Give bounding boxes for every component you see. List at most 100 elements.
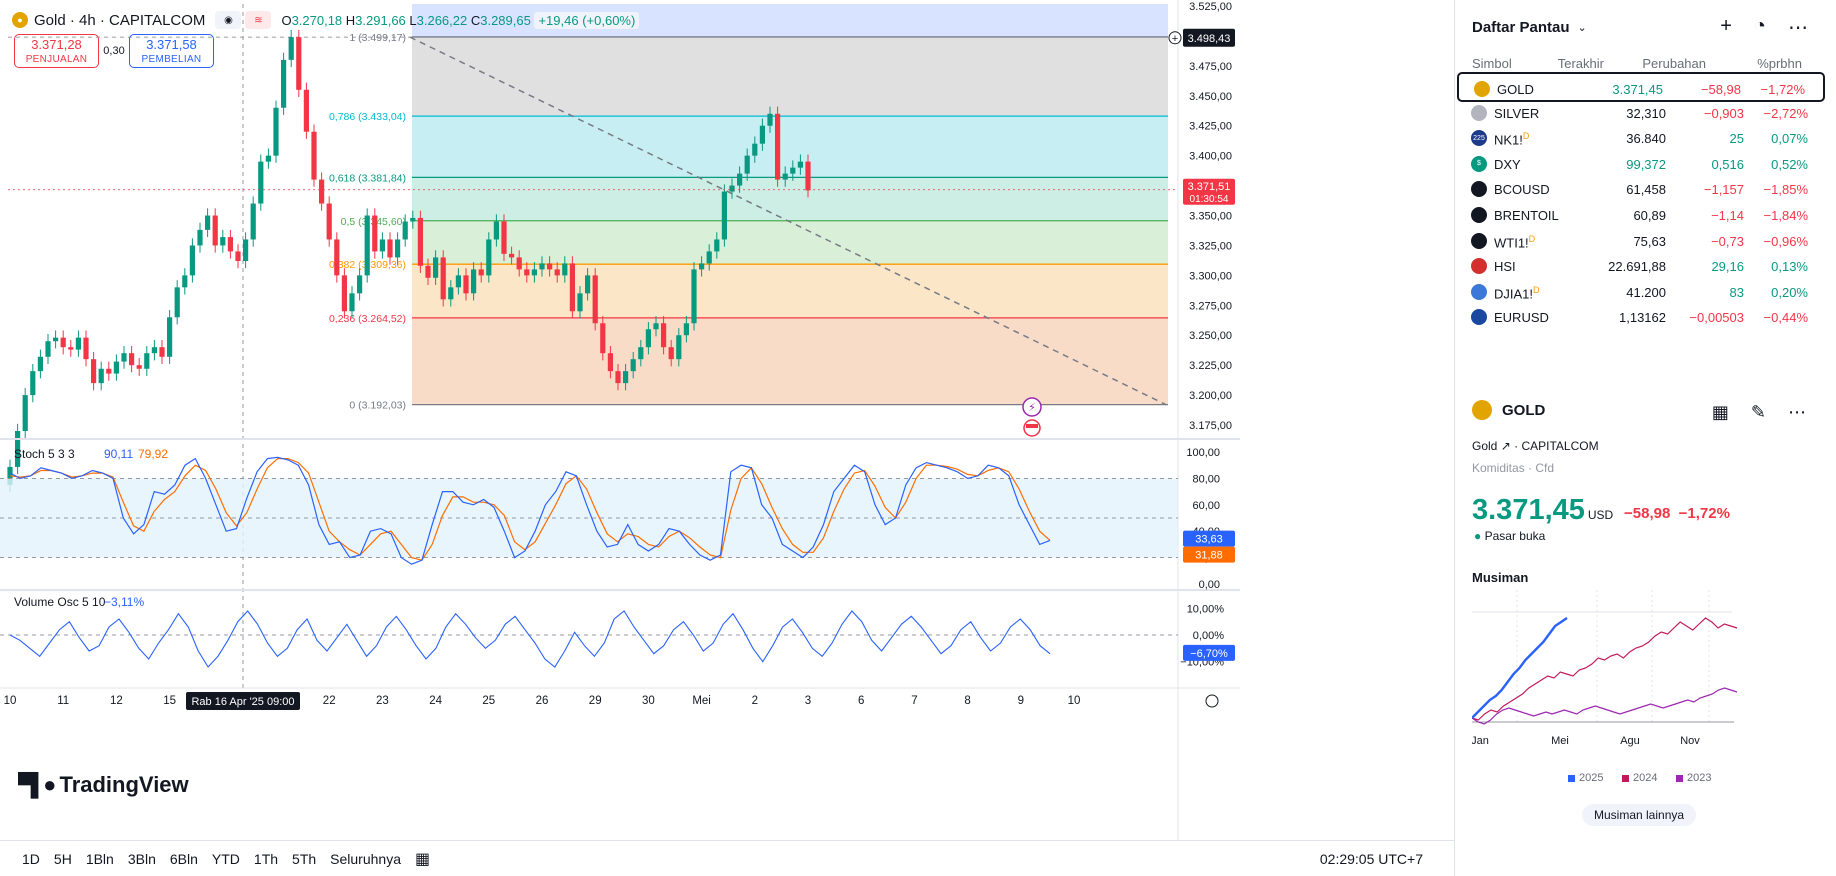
- time-label: 8: [964, 695, 970, 707]
- tf-5th[interactable]: 5Th: [292, 850, 317, 867]
- clock[interactable]: 02:29:05 UTC+7: [1319, 850, 1423, 867]
- candle-body: [372, 215, 378, 252]
- more-icon[interactable]: ⋯: [1788, 16, 1808, 39]
- candle-body: [790, 167, 796, 174]
- tf-1bln[interactable]: 1Bln: [85, 850, 114, 867]
- chevron-down-icon[interactable]: ⌄: [1577, 21, 1587, 34]
- pie-chart-icon[interactable]: ◔: [1753, 14, 1766, 37]
- row-symbol: SILVER: [1494, 106, 1539, 121]
- row-pct: −2,72%: [1763, 105, 1808, 121]
- candle-body: [83, 337, 89, 360]
- row-pct: 0,52%: [1771, 156, 1808, 172]
- buy-button[interactable]: 3.371,58 PEMBELIAN: [129, 34, 214, 68]
- watchlist-row[interactable]: GOLD 3.371,45 −58,98 −1,72%: [1457, 72, 1825, 102]
- time-label: 3: [805, 695, 811, 707]
- legend-2025: 2025: [1568, 772, 1603, 784]
- row-chg: −0,73: [1711, 233, 1744, 249]
- row-symbol: HSI: [1494, 259, 1516, 274]
- price-tick: 3.275,00: [1189, 300, 1232, 312]
- candle-body: [357, 275, 363, 294]
- watchlist-row[interactable]: $ DXY 99,372 0,516 0,52%: [1456, 149, 1826, 179]
- stoch-k-tag: [1183, 530, 1235, 547]
- symbol-title[interactable]: Gold · 4h · CAPITALCOM: [34, 11, 206, 29]
- tradingview-logo[interactable]: ▀▌● TradingView: [18, 772, 189, 798]
- watchlist-row[interactable]: DJIA1!D 41.200 83 0,20%: [1456, 277, 1826, 307]
- watchlist-row[interactable]: SILVER 32,310 −0,903 −2,72%: [1456, 98, 1826, 128]
- watchlist-row[interactable]: HSI 22.691,88 29,16 0,13%: [1456, 251, 1826, 281]
- tradingview-text: TradingView: [59, 772, 189, 797]
- add-symbol-icon[interactable]: +: [1720, 14, 1732, 37]
- time-label: 11: [57, 695, 69, 707]
- fib-label: 0 (3.192,03): [349, 400, 406, 412]
- tf-1d[interactable]: 1D: [22, 850, 40, 867]
- price-tick: 3.200,00: [1189, 390, 1232, 402]
- watchlist-row[interactable]: BRENTOIL 60,89 −1,14 −1,84%: [1456, 200, 1826, 230]
- time-label: 10: [1068, 695, 1081, 707]
- more-icon[interactable]: ⋯: [1788, 402, 1806, 422]
- us-flag-stripe: [1026, 424, 1038, 428]
- watchlist-row[interactable]: BCOUSD 61,458 −1,157 −1,85%: [1456, 174, 1826, 204]
- time-label: 24: [429, 695, 442, 707]
- watchlist-row[interactable]: WTI1!D 75,63 −0,73 −0,96%: [1456, 226, 1826, 256]
- symbol-logo-icon: [1474, 81, 1490, 97]
- candle-body: [402, 221, 408, 240]
- row-pct: 0,07%: [1771, 131, 1808, 147]
- col-pct[interactable]: %prbhn: [1757, 56, 1802, 71]
- watchlist-row[interactable]: EURUSD 1,13162 −0,00503 −0,44%: [1456, 302, 1826, 332]
- sell-button[interactable]: 3.371,28 PENJUALAN: [14, 34, 99, 68]
- candle-body: [539, 263, 545, 270]
- chart-area[interactable]: 1 (3.499,17) 0,786 (3.433,04) 0,618 (3.381…: [0, 0, 1455, 876]
- candle-body: [243, 239, 249, 262]
- fib-label: 0,618 (3.381,84): [329, 172, 406, 184]
- tf-all[interactable]: Seluruhnya: [330, 850, 401, 867]
- right-panel: Daftar Pantau ⌄ + ◔ ⋯ Simbol Terakhir Peru…: [1456, 0, 1836, 876]
- price-tick: 3.400,00: [1189, 151, 1232, 163]
- more-seasonals-button[interactable]: Musiman lainnya: [1582, 804, 1697, 826]
- wave-indicator-icon[interactable]: ≋: [245, 11, 272, 29]
- price-tick: 3.325,00: [1189, 240, 1232, 252]
- tf-5h[interactable]: 5H: [53, 850, 72, 867]
- row-symbol-text: DJIA1!: [1494, 286, 1534, 302]
- watchlist-row[interactable]: 225 NK1!D 36.840 25 0,07%: [1456, 123, 1826, 153]
- col-symbol[interactable]: Simbol: [1472, 56, 1512, 71]
- col-last[interactable]: Terakhir: [1557, 56, 1604, 71]
- market-status: ● Pasar buka: [1474, 529, 1546, 543]
- row-symbol: EURUSD: [1494, 310, 1549, 325]
- row-last: 1,13162: [1619, 310, 1666, 326]
- tf-1th[interactable]: 1Th: [253, 850, 279, 867]
- sell-price: 3.371,28: [31, 37, 82, 52]
- watchlist-title[interactable]: Daftar Pantau: [1472, 18, 1570, 36]
- candle-body: [341, 275, 347, 312]
- edit-icon[interactable]: ✎: [1750, 402, 1766, 422]
- row-symbol: NK1!D: [1494, 131, 1529, 147]
- seasonal-title: Musiman: [1472, 570, 1529, 585]
- row-symbol-text: SILVER: [1494, 105, 1540, 121]
- candle-body: [136, 365, 142, 369]
- candle-body: [455, 275, 461, 288]
- candle-body: [303, 89, 309, 132]
- date-range-icon[interactable]: ▦: [414, 850, 431, 868]
- external-link-icon[interactable]: ↗: [1500, 439, 1511, 453]
- detail-symbol[interactable]: GOLD: [1502, 401, 1546, 419]
- candle-body: [281, 59, 287, 108]
- candle-body: [600, 323, 606, 354]
- tf-6bln[interactable]: 6Bln: [169, 850, 198, 867]
- row-symbol-text: BCOUSD: [1494, 182, 1550, 198]
- row-chg: −0,00503: [1689, 310, 1744, 326]
- legend-label: 2024: [1633, 772, 1658, 784]
- candle-body: [364, 215, 370, 276]
- grid-icon[interactable]: ▦: [1711, 402, 1729, 422]
- tf-3bln[interactable]: 3Bln: [127, 850, 156, 867]
- candle-body: [296, 37, 302, 90]
- col-change[interactable]: Perubahan: [1642, 56, 1706, 71]
- time-label: Mei: [692, 695, 711, 707]
- detail-exchange[interactable]: CAPITALCOM: [1521, 439, 1599, 453]
- indicator-toggle-icon[interactable]: ◉: [215, 11, 242, 29]
- legend-swatch: [1622, 774, 1629, 782]
- chart-canvas[interactable]: 1 (3.499,17) 0,786 (3.433,04) 0,618 (3.381…: [0, 0, 1455, 876]
- candle-body: [645, 329, 651, 348]
- market-status-text: Pasar buka: [1484, 529, 1546, 543]
- tf-ytd[interactable]: YTD: [211, 850, 240, 867]
- low-value: 3.266,22: [416, 12, 468, 28]
- seasonal-chart[interactable]: Jan Mei Agu Nov: [1472, 590, 1812, 760]
